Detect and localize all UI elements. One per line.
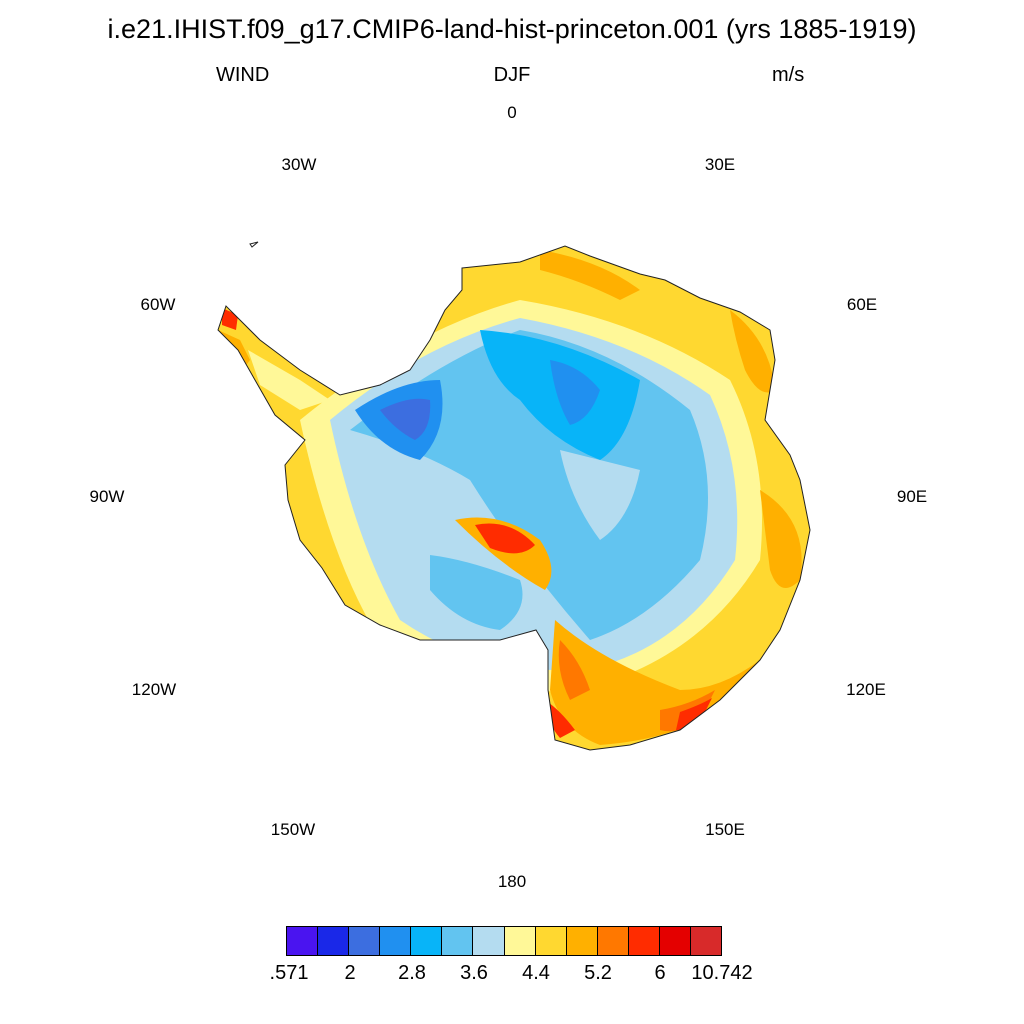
colorbar-box [380,927,412,955]
colorbar-label: 3.6 [460,962,488,984]
colorbar-label: .571 [269,962,309,984]
colorbar-box [442,927,474,955]
colorbar-box [628,927,660,955]
colorbar-box [504,927,536,955]
season-label: DJF [493,64,531,86]
colorbar-box [411,927,443,955]
colorbar-label: 5.2 [584,962,612,984]
lon-label-90w: 90W [89,487,125,506]
lon-label-0: 0 [507,103,517,122]
colorbar-box [659,927,692,955]
colorbar-box [597,927,629,955]
plot-title: i.e21.IHIST.f09_g17.CMIP6-land-hist-prin… [107,14,917,44]
colorbar-box [318,927,350,955]
colorbar-box [535,927,567,955]
colorbar-box [691,927,722,955]
colorbar-box [566,927,598,955]
colorbar [286,926,722,956]
variable-label: WIND [216,64,270,86]
lon-label-90e: 90E [896,487,928,506]
colorbar-label: 2 [344,962,356,984]
lon-label-60e: 60E [846,295,878,314]
lon-label-150w: 150W [270,820,316,839]
lon-label-180: 180 [497,872,527,891]
lon-label-120w: 120W [131,680,177,699]
colorbar-box [473,927,505,955]
colorbar-label: 4.4 [522,962,550,984]
colorbar-box [287,927,319,955]
colorbar-label: 10.742 [691,962,753,984]
lon-label-30w: 30W [281,155,317,174]
lon-label-150e: 150E [705,820,745,839]
lon-label-60w: 60W [140,295,176,314]
colorbar-label: 6 [654,962,666,984]
colorbar-label: 2.8 [398,962,426,984]
colorbar-box [349,927,381,955]
lon-label-30e: 30E [704,155,736,174]
units-label: m/s [772,64,805,86]
lon-label-120e: 120E [846,680,886,699]
